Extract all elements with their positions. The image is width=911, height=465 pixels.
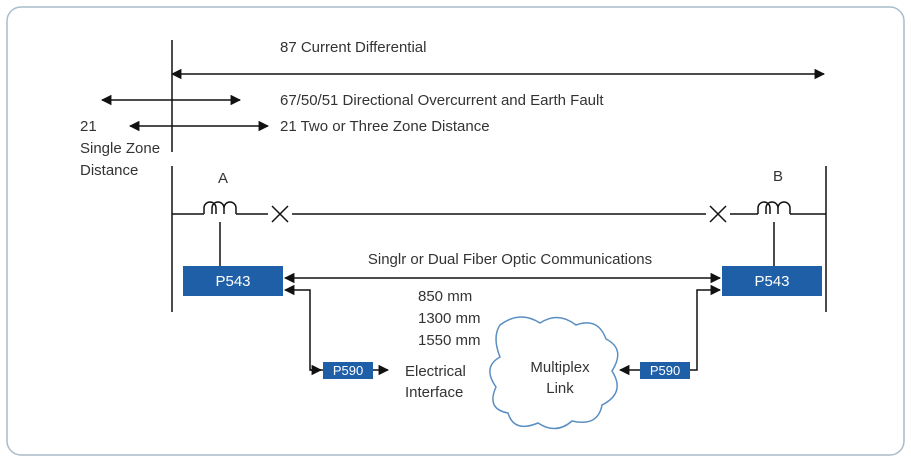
zone-label: 21 Two or Three Zone Distance — [280, 118, 490, 135]
wavelength: 1550 mm — [418, 332, 481, 349]
relay-box — [183, 266, 283, 296]
multiplex-text: Multiplex — [530, 359, 590, 376]
cloud — [489, 316, 619, 430]
lines — [100, 40, 827, 376]
zone-label: 21 — [80, 118, 97, 135]
interface-box — [323, 362, 373, 379]
wavelength: 850 mm — [418, 288, 472, 305]
zone-label: 67/50/51 Directional Overcurrent and Ear… — [280, 92, 604, 109]
interface-label: P590 — [650, 363, 680, 378]
relays: P543 P543 P590 P590 — [183, 266, 822, 379]
interface-box — [640, 362, 690, 379]
interface-text: Electrical — [405, 363, 466, 380]
wavelength: 1300 mm — [418, 310, 481, 327]
frame — [6, 6, 905, 456]
interface-label: P590 — [333, 363, 363, 378]
comm-label: Singlr or Dual Fiber Optic Communication… — [368, 251, 652, 268]
multiplex-text: Link — [546, 380, 574, 397]
relay-box — [722, 266, 822, 296]
zone-label: Single Zone — [80, 140, 160, 157]
bus-label: A — [218, 170, 228, 187]
bus-label: B — [773, 168, 783, 185]
relay-label: P543 — [215, 273, 250, 290]
relay-label: P543 — [754, 273, 789, 290]
interface-text: Interface — [405, 384, 463, 401]
zone-label: 87 Current Differential — [280, 39, 426, 56]
zone-label: Distance — [80, 162, 138, 179]
